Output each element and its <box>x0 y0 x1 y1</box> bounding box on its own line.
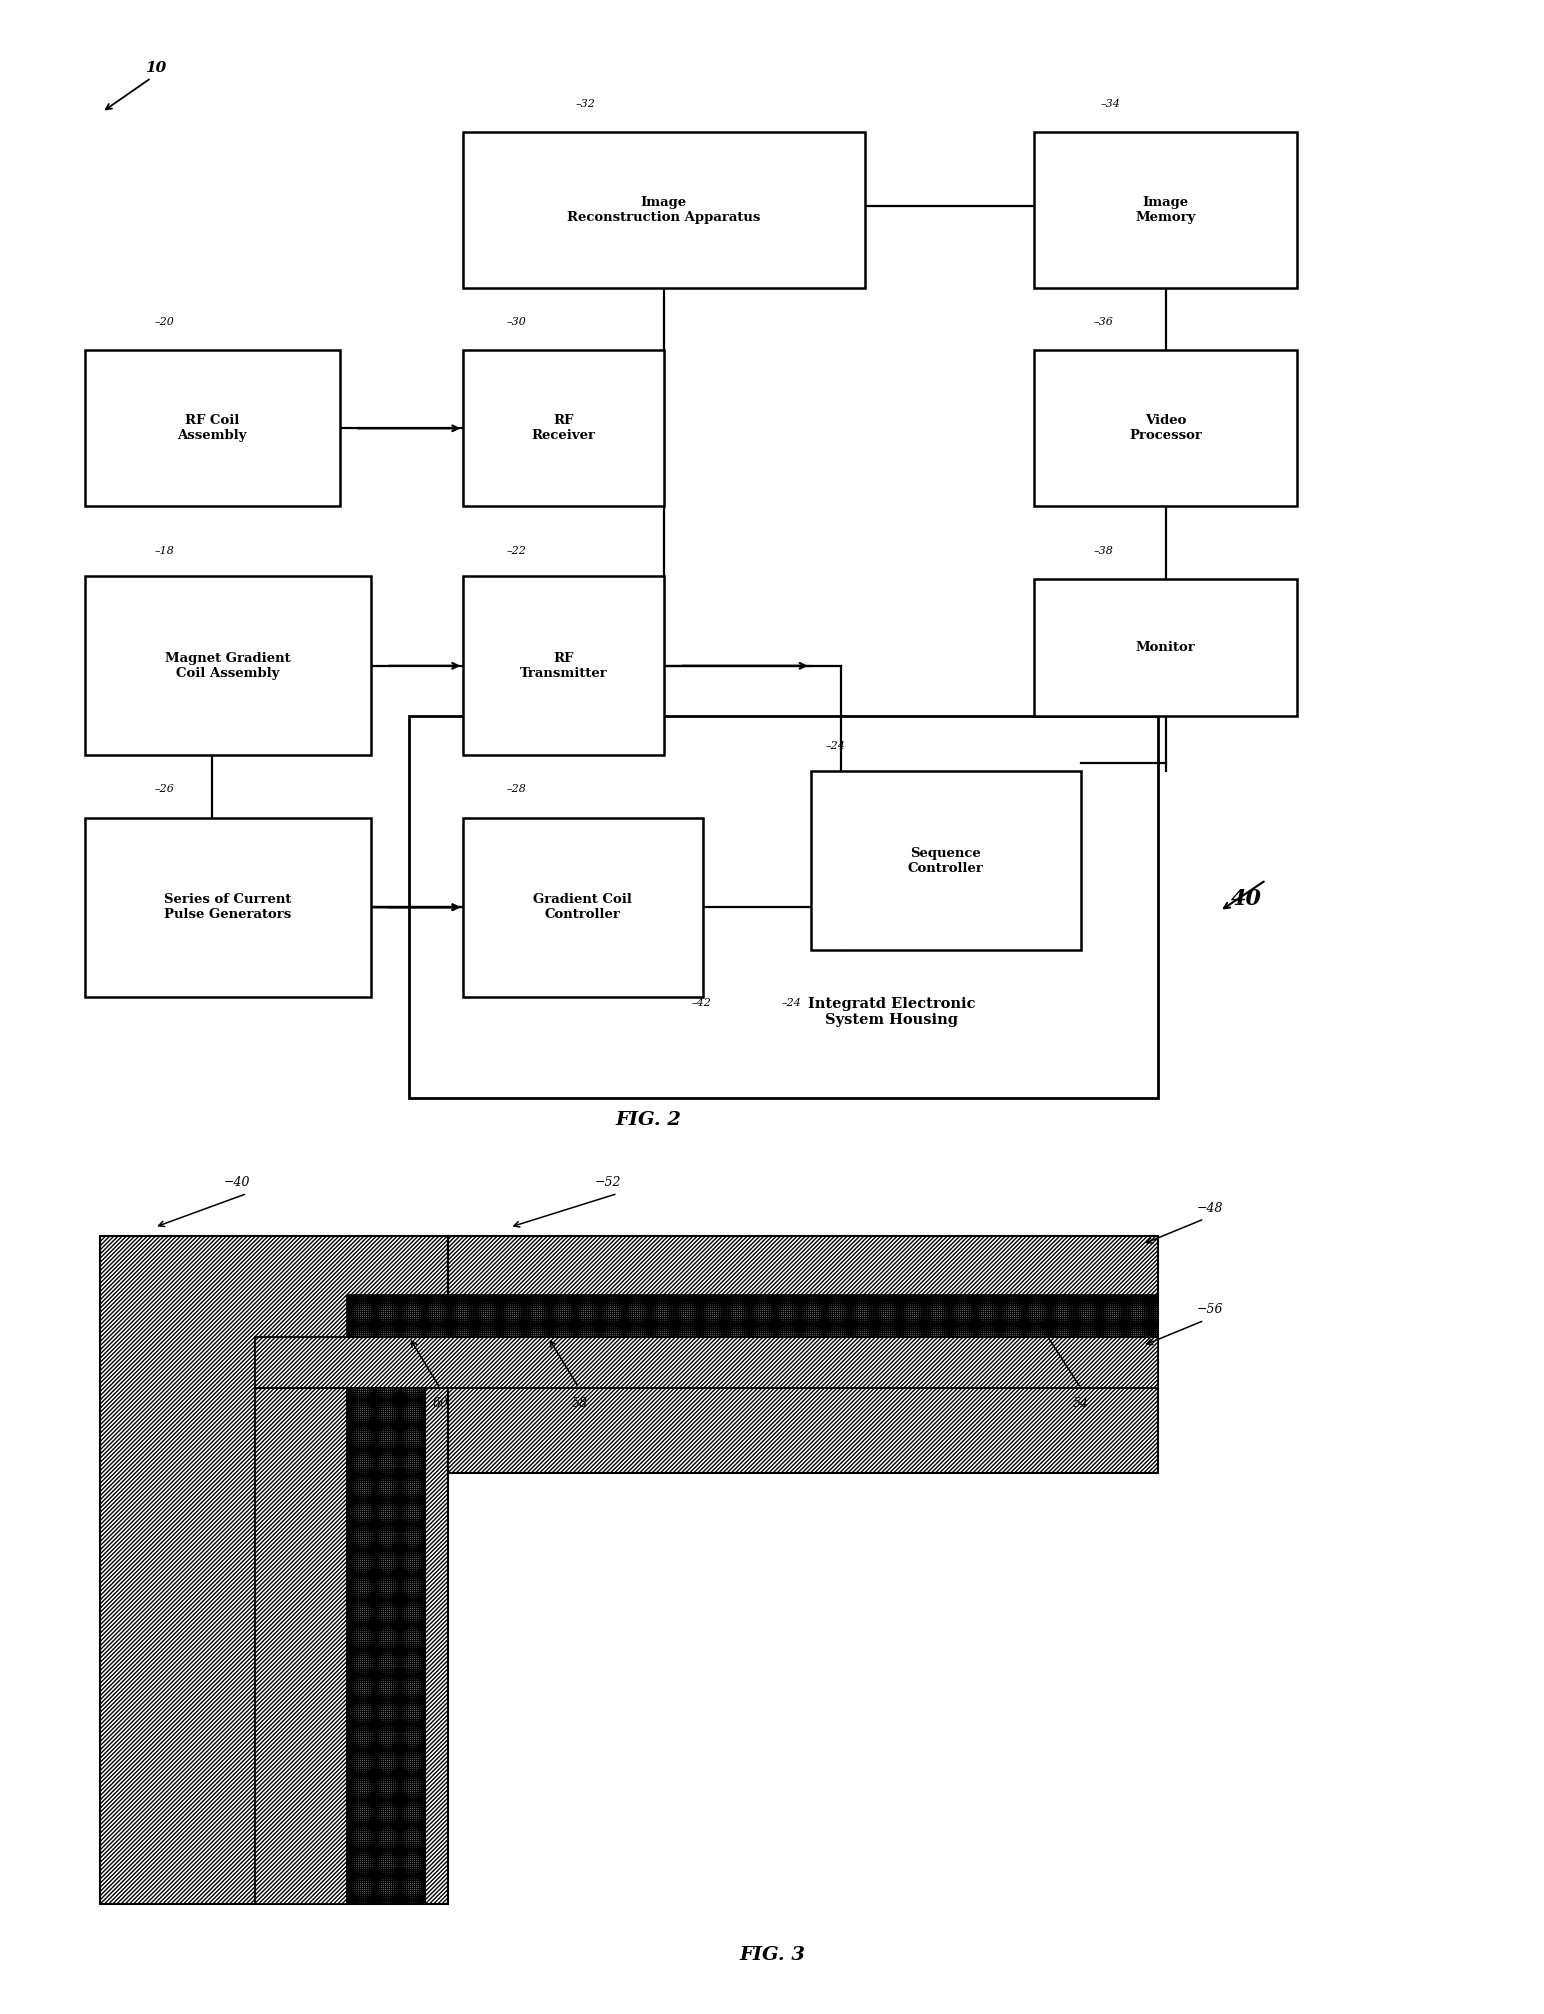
Text: RF
Receiver: RF Receiver <box>531 415 596 443</box>
Bar <box>85 350 340 506</box>
Text: –32: –32 <box>576 99 596 109</box>
Bar <box>448 1237 1158 1472</box>
Bar <box>347 1388 425 1903</box>
Bar <box>347 1388 425 1903</box>
Text: −48: −48 <box>1197 1202 1223 1214</box>
Text: 10: 10 <box>145 60 167 75</box>
Bar <box>463 350 664 506</box>
Text: –28: –28 <box>506 783 527 794</box>
Text: Gradient Coil
Controller: Gradient Coil Controller <box>533 894 633 920</box>
Text: Monitor: Monitor <box>1136 640 1195 655</box>
Text: FIG. 2: FIG. 2 <box>616 1112 681 1130</box>
Text: –34: –34 <box>1101 99 1121 109</box>
Text: –20: –20 <box>154 316 174 326</box>
Bar <box>255 1388 347 1903</box>
Bar <box>100 1237 448 1903</box>
Text: –22: –22 <box>506 546 527 556</box>
Bar <box>448 1237 1158 1472</box>
Text: 60: 60 <box>432 1396 448 1410</box>
Text: Image
Reconstruction Apparatus: Image Reconstruction Apparatus <box>567 195 761 224</box>
Bar <box>347 1295 1158 1337</box>
Text: –26: –26 <box>154 783 174 794</box>
Bar <box>1034 133 1297 288</box>
Text: −52: −52 <box>594 1176 621 1188</box>
Bar <box>409 717 1158 1098</box>
Bar <box>463 818 703 997</box>
Bar <box>85 576 371 755</box>
Bar <box>255 1337 1158 1388</box>
Bar <box>85 818 371 997</box>
Text: FIG. 3: FIG. 3 <box>740 1946 804 1964</box>
Bar <box>463 133 865 288</box>
Text: –24: –24 <box>781 997 801 1007</box>
Text: –30: –30 <box>506 316 527 326</box>
Text: Video
Processor: Video Processor <box>1129 415 1203 443</box>
Bar <box>347 1295 1158 1337</box>
Text: Series of Current
Pulse Generators: Series of Current Pulse Generators <box>164 894 292 920</box>
Bar <box>811 771 1081 951</box>
Text: –18: –18 <box>154 546 174 556</box>
Bar <box>100 1237 448 1903</box>
Bar <box>255 1337 1158 1388</box>
Text: Image
Memory: Image Memory <box>1135 195 1197 224</box>
Text: 58: 58 <box>571 1396 587 1410</box>
Bar <box>1034 580 1297 717</box>
Text: Sequence
Controller: Sequence Controller <box>908 846 984 874</box>
Text: RF
Transmitter: RF Transmitter <box>520 653 607 681</box>
Text: –24: –24 <box>826 741 846 751</box>
Bar <box>1034 350 1297 506</box>
Text: –38: –38 <box>1093 546 1113 556</box>
Text: RF Coil
Assembly: RF Coil Assembly <box>178 415 247 443</box>
Text: –42: –42 <box>692 997 712 1007</box>
Text: −56: −56 <box>1197 1303 1223 1317</box>
Text: −40: −40 <box>224 1176 250 1188</box>
Text: 40: 40 <box>1231 888 1261 910</box>
Text: Integratd Electronic
System Housing: Integratd Electronic System Housing <box>808 997 976 1027</box>
Bar <box>463 576 664 755</box>
Text: –36: –36 <box>1093 316 1113 326</box>
Text: Magnet Gradient
Coil Assembly: Magnet Gradient Coil Assembly <box>165 653 290 681</box>
Bar <box>255 1388 347 1903</box>
Text: 54: 54 <box>1073 1396 1089 1410</box>
